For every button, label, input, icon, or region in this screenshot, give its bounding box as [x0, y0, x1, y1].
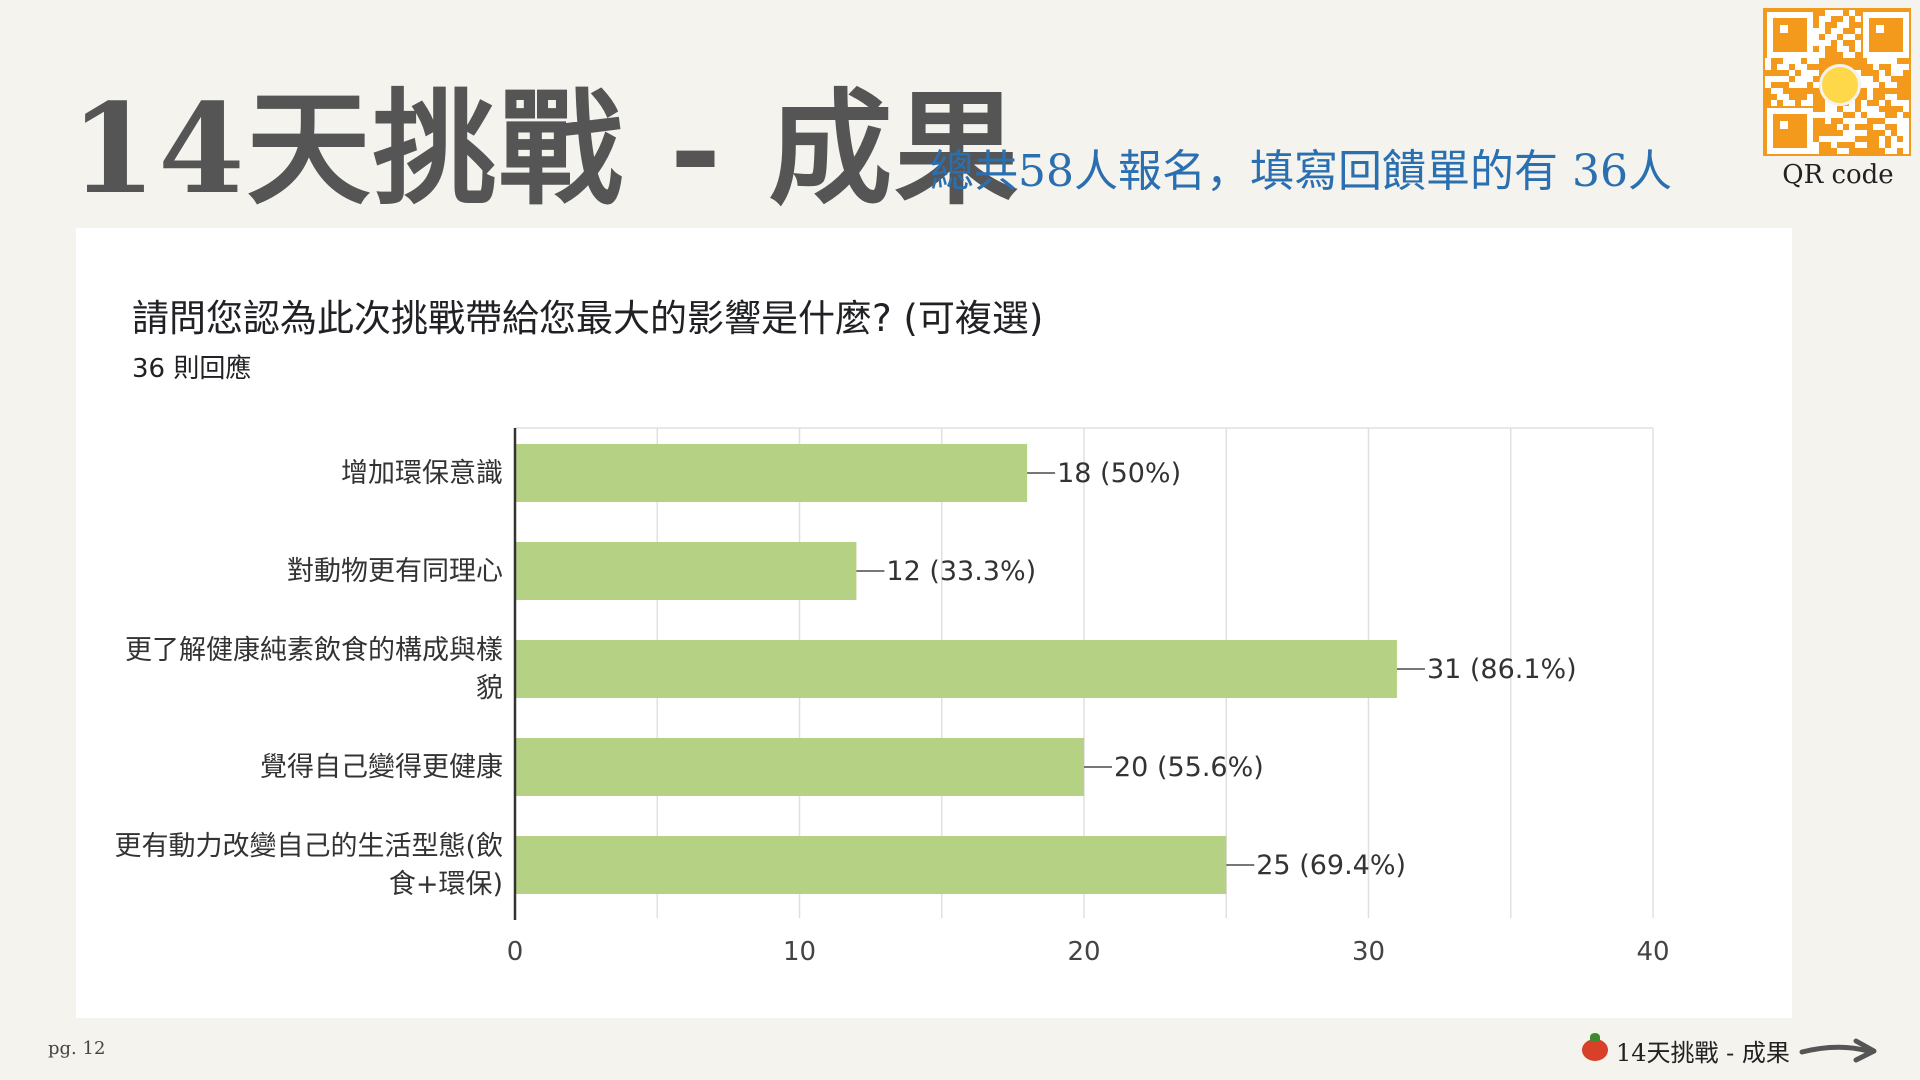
footer-nav: 14天挑戰 - 成果 [1582, 1030, 1878, 1070]
category-label: 對動物更有同理心 [287, 556, 503, 587]
slide-subtitle: 總共58人報名，填寫回饋單的有 36人 [930, 146, 1672, 197]
question-title: 請問您認為此次挑戰帶給您最大的影響是什麼? (可複選) [132, 297, 1044, 340]
bar [515, 444, 1028, 502]
category-label: 增加環保意識 [341, 458, 503, 489]
qr-code-block: QR code [1763, 8, 1913, 190]
next-arrow-icon[interactable] [1798, 1035, 1878, 1065]
bar [515, 836, 1227, 894]
x-tick-label: 30 [1352, 937, 1385, 967]
tomato-logo-icon [1582, 1033, 1608, 1061]
category-label: 更了解健康純素飲食的構成與樣 [125, 635, 503, 666]
page-number: pg. 12 [48, 1038, 106, 1059]
data-label: 12 (33.3%) [886, 556, 1036, 587]
slide-title: 14天挑戰 - 成果 [70, 77, 1021, 222]
qr-code-icon[interactable] [1763, 8, 1911, 156]
data-label: 31 (86.1%) [1427, 654, 1577, 685]
bar [515, 738, 1084, 796]
category-label: 食+環保) [389, 869, 503, 900]
footer-title: 14天挑戰 - 成果 [1616, 1038, 1790, 1067]
data-label: 25 (69.4%) [1256, 850, 1406, 881]
response-count: 36 則回應 [132, 354, 252, 384]
x-tick-label: 10 [783, 937, 816, 967]
category-label: 更有動力改變自己的生活型態(飲 [114, 831, 503, 862]
category-label: 貌 [476, 673, 503, 704]
x-tick-label: 20 [1067, 937, 1100, 967]
bar [515, 640, 1397, 698]
data-label: 20 (55.6%) [1114, 752, 1264, 783]
qr-caption: QR code [1782, 160, 1894, 190]
bar [515, 542, 857, 600]
data-label: 18 (50%) [1057, 458, 1181, 489]
x-tick-label: 40 [1636, 937, 1669, 967]
category-label: 覺得自己變得更健康 [260, 752, 503, 783]
x-tick-label: 0 [507, 937, 524, 967]
bar-chart: 0 10 20 30 40 18 (50%) 增加環保意識 12 (33.3%) 對動物更有同理… [114, 427, 1670, 967]
